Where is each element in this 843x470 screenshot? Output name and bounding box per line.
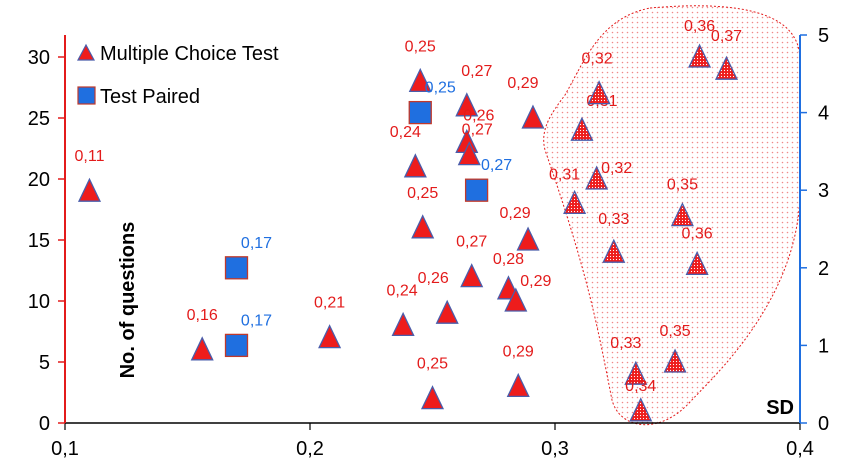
mc-test-point xyxy=(408,67,432,93)
mc-test-point xyxy=(714,55,739,80)
mc-test-point-label: 0,25 xyxy=(407,185,438,202)
mc-test-point-label: 0,25 xyxy=(405,38,436,55)
legend-triangle-marker xyxy=(77,43,95,61)
mc-test-point xyxy=(460,263,484,288)
paired-test-point xyxy=(464,178,489,202)
mc-test-point-label: 0,29 xyxy=(499,205,530,222)
mc-test-point xyxy=(506,372,530,398)
mc-test-point-label: 0,35 xyxy=(667,177,698,194)
mc-test-point-label: 0,27 xyxy=(461,63,492,80)
x-axis-title: SD xyxy=(766,397,794,419)
mc-test-point xyxy=(570,116,594,141)
mc-test-point xyxy=(457,141,481,166)
y2-tick-label: 4 xyxy=(818,103,829,125)
mc-test-point xyxy=(403,153,427,178)
mc-test-point-label: 0,31 xyxy=(549,166,580,183)
mc-test-point-label: 0,33 xyxy=(598,211,629,228)
mc-test-point-label: 0,36 xyxy=(682,225,713,242)
legend-square-marker xyxy=(77,86,96,105)
mc-test-point xyxy=(435,299,459,324)
mc-test-point xyxy=(504,287,528,312)
y2-tick-label: 1 xyxy=(818,335,829,357)
mc-test-point-label: 0,24 xyxy=(390,124,421,141)
mc-test-point xyxy=(318,324,342,349)
x-tick-label: 0,1 xyxy=(51,438,79,460)
mc-test-point-label: 0,26 xyxy=(463,107,494,124)
mc-test-point-label: 0,36 xyxy=(684,18,715,35)
y2-tick-label: 3 xyxy=(818,180,829,202)
mc-test-point xyxy=(587,80,611,105)
mc-test-point xyxy=(455,92,479,117)
paired-test-point xyxy=(224,256,249,280)
chart-marks: 0,110,160,210,240,240,250,250,250,260,27… xyxy=(75,18,742,422)
mc-test-point-label: 0,33 xyxy=(610,335,641,352)
mc-test-point-label: 0,37 xyxy=(711,28,742,45)
y-tick-label: 5 xyxy=(39,352,50,374)
mc-test-point-label: 0,16 xyxy=(187,307,218,324)
mc-test-point xyxy=(624,360,648,385)
mc-test-point-label: 0,29 xyxy=(520,273,551,290)
mc-test-point-label: 0,24 xyxy=(387,282,418,299)
y-tick-label: 30 xyxy=(28,47,50,69)
paired-test-point-label: 0,25 xyxy=(425,80,456,97)
y-tick-label: 15 xyxy=(28,230,50,252)
mc-test-point xyxy=(602,238,626,263)
x-tick-label: 0,2 xyxy=(296,438,324,460)
y-axis-title: No. of questions xyxy=(117,222,139,379)
y2-tick-label: 2 xyxy=(818,258,829,280)
x-tick-label: 0,4 xyxy=(786,438,814,460)
mc-test-point xyxy=(77,177,102,202)
mc-test-point xyxy=(585,165,609,190)
y-axis-right-ticks: 0 1 2 3 4 5 xyxy=(800,25,829,435)
mc-test-point xyxy=(629,397,653,422)
y-tick-label: 25 xyxy=(28,108,50,130)
mc-test-point xyxy=(563,189,587,215)
mc-test-point xyxy=(190,336,214,361)
x-axis-ticks: 0,1 0,2 0,3 0,4 xyxy=(51,423,814,460)
mc-test-point xyxy=(521,104,545,129)
mc-test-point-label: 0,35 xyxy=(659,323,690,340)
legend-label-multiple-choice: Multiple Choice Test xyxy=(100,43,279,65)
mc-test-point-label: 0,25 xyxy=(417,356,448,373)
paired-test-point-label: 0,17 xyxy=(241,235,272,252)
mc-test-point xyxy=(420,385,445,410)
x-tick-label: 0,3 xyxy=(541,438,569,460)
mc-test-point-label: 0,32 xyxy=(601,160,632,177)
mc-test-point xyxy=(391,311,415,337)
mc-test-point xyxy=(670,202,694,227)
mc-test-point xyxy=(688,43,712,68)
highlight-region xyxy=(543,5,801,426)
mc-test-point-label: 0,27 xyxy=(462,122,493,139)
y-axis-left-ticks: 0 5 10 15 20 25 30 xyxy=(28,47,65,435)
y-tick-label: 10 xyxy=(28,291,50,313)
mc-test-point-label: 0,29 xyxy=(503,343,534,360)
mc-test-point xyxy=(685,250,709,276)
legend-label-test-paired: Test Paired xyxy=(100,86,200,108)
y2-tick-label: 5 xyxy=(818,25,829,47)
y-tick-label: 20 xyxy=(28,169,50,191)
y2-tick-label: 0 xyxy=(818,413,829,435)
mc-test-point-label: 0,26 xyxy=(418,270,449,287)
mc-test-point xyxy=(516,226,540,251)
mc-test-point-label: 0,32 xyxy=(582,51,613,68)
paired-test-point xyxy=(408,100,432,125)
mc-test-point-label: 0,11 xyxy=(75,148,105,165)
paired-test-point-label: 0,27 xyxy=(481,157,512,174)
mc-test-point xyxy=(663,348,687,373)
legend: Multiple Choice Test Test Paired xyxy=(77,43,279,108)
y-tick-label: 0 xyxy=(39,413,50,435)
mc-test-point-label: 0,29 xyxy=(507,75,538,92)
mc-test-point-label: 0,21 xyxy=(314,295,345,312)
paired-test-point xyxy=(224,333,249,358)
mc-test-point-label: 0,28 xyxy=(493,251,524,268)
mc-test-point-label: 0,34 xyxy=(625,378,656,395)
mc-test-point-label: 0,27 xyxy=(456,234,487,251)
paired-test-point-label: 0,17 xyxy=(241,312,272,329)
mc-test-point xyxy=(411,214,435,239)
